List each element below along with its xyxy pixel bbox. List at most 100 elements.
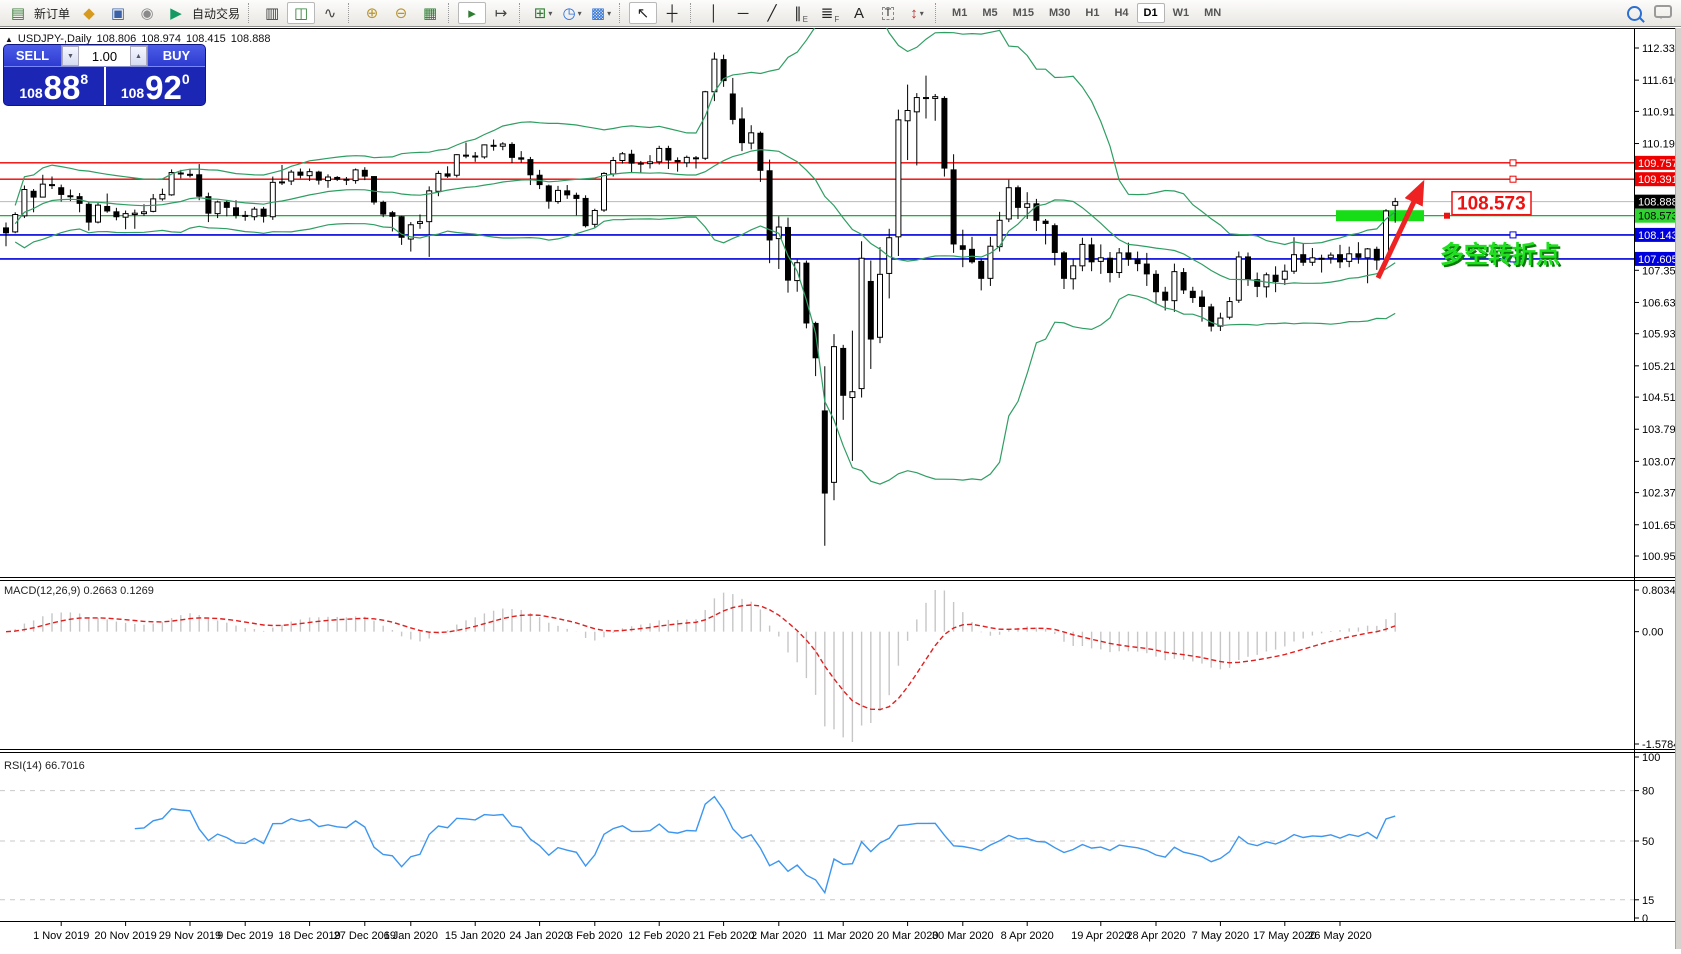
text-icon: A (854, 4, 865, 22)
svg-text:100: 100 (1642, 752, 1660, 764)
signals-icon: ◉ (140, 4, 154, 22)
chevron-down-icon: ▾ (577, 8, 582, 18)
trendline-icon: ╱ (767, 4, 777, 22)
svg-text:29 Nov 2019: 29 Nov 2019 (159, 930, 221, 942)
fibonacci-button[interactable]: ≣ F (816, 2, 844, 25)
chart-shift-icon: ↦ (494, 4, 508, 22)
chevron-down-icon: ▾ (919, 8, 924, 18)
auto-scroll-button[interactable]: ▸ (458, 2, 487, 24)
macd-label: MACD(12,26,9) 0.2663 0.1269 (4, 585, 154, 597)
svg-text:2 Mar 2020: 2 Mar 2020 (751, 930, 807, 942)
fibonacci-icon: ≣ (820, 4, 834, 22)
svg-text:50: 50 (1642, 836, 1654, 848)
svg-text:3 Feb 2020: 3 Feb 2020 (567, 930, 623, 942)
svg-text:26 May 2020: 26 May 2020 (1308, 930, 1372, 942)
navigator-button[interactable]: ▣ (104, 2, 132, 24)
line-handle[interactable] (1444, 212, 1450, 219)
search-button[interactable] (1620, 2, 1648, 24)
signals-button[interactable]: ◉ (133, 2, 161, 24)
equidistant-channel-icon-sub: E (802, 15, 808, 24)
quote-high: 108.974 (141, 33, 182, 45)
chat-icon (1654, 5, 1672, 19)
zoom-in-button[interactable]: ⊕ (358, 2, 386, 24)
equidistant-channel-icon: ∥ (794, 4, 802, 22)
timeframe-m30[interactable]: M30 (1049, 7, 1071, 19)
expand-icon[interactable]: ▲ (5, 34, 13, 44)
line-chart-icon: ∿ (323, 4, 337, 22)
zoom-in-icon: ⊕ (365, 4, 379, 22)
pane-borders (0, 28, 1681, 922)
line-chart-button[interactable]: ∿ (316, 2, 344, 24)
new-chart-icon: ⊞ (533, 4, 547, 22)
equidistant-channel-button[interactable]: ∥ E (787, 2, 815, 25)
timeframe-h4[interactable]: H4 (1114, 7, 1129, 19)
bar-chart-icon: ▥ (264, 4, 280, 22)
buy-price-figure: 108 (120, 85, 145, 101)
text-button[interactable]: A (845, 2, 873, 24)
buy-price[interactable]: 108 92 0 (106, 67, 206, 105)
timeframe-d1[interactable]: D1 (1136, 3, 1165, 23)
new-chart-button[interactable]: ⊞ ▾ (529, 2, 557, 24)
buy-price-sup: 0 (181, 71, 190, 87)
autotrading-label[interactable]: 自动交易 (192, 6, 241, 21)
svg-text:0.8034: 0.8034 (1642, 585, 1676, 597)
rsi-axis[interactable]: 100 80 50 15 0 (1634, 752, 1660, 925)
price-tag-box[interactable] (1451, 190, 1532, 216)
sell-button[interactable]: SELL (4, 45, 61, 67)
line-handle[interactable] (1509, 231, 1517, 239)
autotrading-button[interactable]: ▶ (162, 2, 190, 24)
arrows-button[interactable]: ↕ ▾ (903, 2, 931, 24)
line-handle[interactable] (1509, 255, 1517, 263)
crosshair-button[interactable]: ┼ (658, 2, 686, 24)
line-handle[interactable] (1509, 159, 1517, 167)
svg-text:109.757: 109.757 (1638, 158, 1678, 170)
chat-button[interactable] (1649, 2, 1677, 24)
line-handle[interactable] (1509, 175, 1517, 183)
templates-button[interactable]: ▩ ▾ (587, 2, 615, 24)
trendline-button[interactable]: ╱ (758, 2, 786, 24)
zoom-out-button[interactable]: ⊖ (387, 2, 415, 24)
volume-decrease-button[interactable]: ▼ (62, 46, 79, 66)
buy-button[interactable]: BUY (148, 45, 205, 67)
toolbar-separator (690, 3, 696, 23)
chart-shift-button[interactable]: ↦ (487, 2, 515, 24)
tile-windows-button[interactable]: ▦ (416, 2, 444, 24)
bar-chart-button[interactable]: ▥ (258, 2, 286, 24)
price-axis[interactable]: 112.330 111.610 110.910 110.190 107.350 106.6… (1634, 43, 1681, 563)
cursor-button[interactable]: ↖ (629, 2, 658, 24)
timeframe-m1[interactable]: M1 (952, 7, 968, 19)
chart-window-button[interactable]: ◆ (75, 2, 103, 24)
toolbar-separator (448, 3, 454, 23)
svg-text:108.888: 108.888 (1638, 197, 1678, 209)
timeframe-m15[interactable]: M15 (1012, 7, 1034, 19)
volume-input[interactable]: 1.00 (91, 48, 118, 64)
text-label-button[interactable]: T (874, 2, 902, 24)
new-order-label[interactable]: 新订单 (34, 6, 71, 21)
cursor-icon: ↖ (636, 4, 650, 22)
chevron-down-icon: ▾ (548, 8, 553, 18)
timeframe-w1[interactable]: W1 (1172, 7, 1190, 19)
timeframe-m5[interactable]: M5 (982, 7, 998, 19)
sell-price-big: 88 (43, 68, 81, 105)
highlight-zone[interactable] (1336, 210, 1424, 222)
svg-text:101.650: 101.650 (1642, 520, 1681, 532)
candlestick-chart-button[interactable]: ◫ (287, 2, 316, 24)
horizontal-line-button[interactable]: ─ (729, 2, 757, 24)
sell-price[interactable]: 108 88 8 (4, 67, 104, 105)
trend-arrow[interactable] (1375, 179, 1425, 280)
macd-axis[interactable]: 0.8034 0.00 -1.5784 (1634, 585, 1679, 751)
note-text[interactable]: 多空转折点 (1440, 241, 1560, 269)
toolbar-separator (619, 3, 625, 23)
timeframe-h1[interactable]: H1 (1085, 7, 1100, 19)
new-order-button[interactable]: ▤ (4, 2, 32, 24)
periods-button[interactable]: ◷ ▾ (558, 2, 586, 24)
timeframe-mn[interactable]: MN (1204, 7, 1222, 19)
svg-text:28 Apr 2020: 28 Apr 2020 (1126, 930, 1185, 942)
rsi-label: RSI(14) 66.7016 (4, 760, 85, 772)
volume-increase-button[interactable]: ▲ (130, 46, 147, 66)
vertical-line-button[interactable]: │ (700, 2, 728, 24)
